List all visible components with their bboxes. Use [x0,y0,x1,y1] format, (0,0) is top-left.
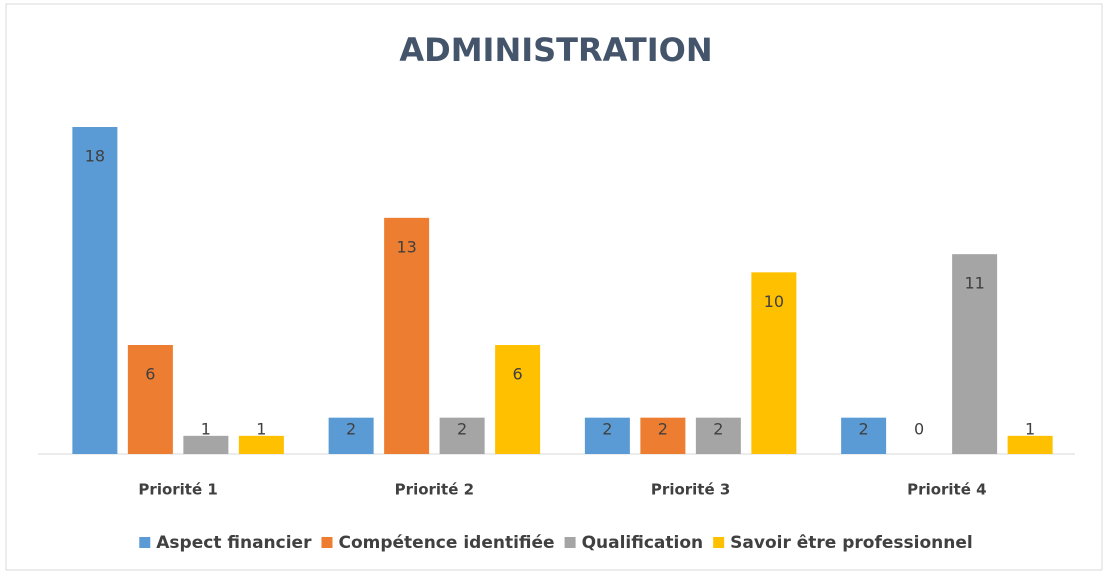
data-label: 2 [346,420,356,439]
bar [238,435,284,454]
x-tick-label: Priorité 4 [907,481,986,499]
legend-swatch [139,537,151,548]
chart-title: ADMINISTRATION [399,31,712,69]
data-label: 10 [764,292,784,311]
bar [584,417,630,454]
x-tick-label: Priorité 1 [138,481,217,499]
legend-label: Qualification [582,533,704,553]
legend-swatch [713,537,725,548]
bar [72,127,118,454]
chart-frame [5,3,1103,571]
data-label: 6 [145,365,155,384]
data-label: 2 [602,420,612,439]
bar [495,345,541,454]
data-label: 13 [396,237,416,256]
x-tick-label: Priorité 3 [651,481,730,499]
bar [127,345,173,454]
legend-swatch [321,537,333,548]
data-label: 1 [201,420,211,439]
bar [183,435,229,454]
bar [384,217,430,454]
data-label: 18 [85,147,105,166]
bar [640,417,686,454]
legend-label: Compétence identifiée [338,533,554,553]
legend-label: Aspect financier [156,533,312,553]
bar [439,417,485,454]
data-label: 2 [457,420,467,439]
data-label: 0 [914,420,924,439]
bar [328,417,374,454]
bar [695,417,741,454]
data-label: 2 [658,420,668,439]
data-label: 1 [1025,420,1035,439]
bar [841,417,887,454]
x-tick-label: Priorité 2 [395,481,474,499]
data-label: 6 [513,365,523,384]
bar [751,272,797,454]
data-label: 1 [256,420,266,439]
bar [1007,435,1053,454]
data-label: 2 [713,420,723,439]
legend-swatch [564,537,576,548]
data-label: 11 [964,274,984,293]
legend-label: Savoir être professionnel [730,533,973,553]
data-label: 2 [859,420,869,439]
bar [952,254,998,454]
